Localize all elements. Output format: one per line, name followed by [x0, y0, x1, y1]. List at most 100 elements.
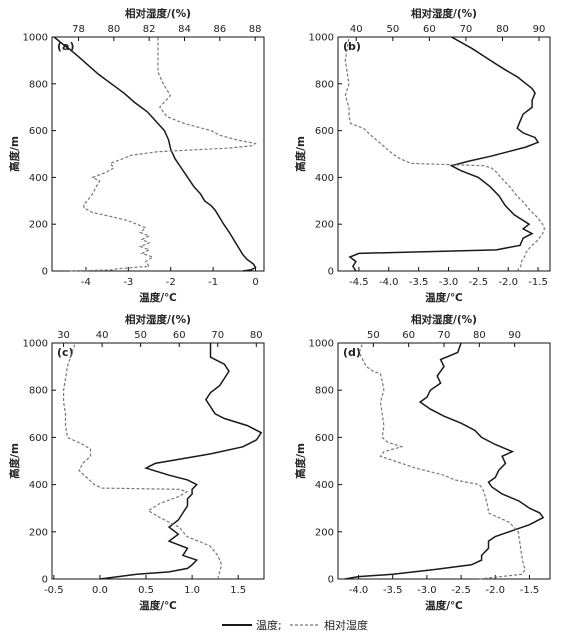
x2-tick-label: 88: [249, 24, 262, 35]
x2-tick-label: 60: [173, 330, 186, 341]
temperature-series-line: [99, 343, 263, 580]
y-tick-label: 800: [315, 79, 334, 90]
x2-tick-label: 30: [57, 330, 70, 341]
x2-tick-label: 80: [496, 24, 509, 35]
x-tick-label: -3: [123, 277, 133, 288]
x-tick-label: -2.0: [498, 277, 518, 288]
x-tick-label: -3.5: [409, 277, 429, 288]
x2-tick-label: 80: [107, 24, 120, 35]
y-axis-title: 高度/m: [294, 136, 307, 172]
x-tick-label: -2.5: [469, 277, 489, 288]
y-tick-label: 0: [42, 575, 48, 586]
plot-frame: [51, 342, 265, 580]
y-tick-label: 0: [42, 267, 48, 278]
temperature-series-line: [344, 342, 545, 580]
y-tick-label: 200: [29, 527, 48, 538]
x2-tick-label: 60: [402, 330, 415, 341]
x-tick-label: -4.0: [379, 277, 399, 288]
y-tick-label: 600: [29, 433, 48, 444]
x2-axis-title: 相对湿度/(%): [125, 313, 191, 326]
x2-tick-label: 90: [508, 330, 521, 341]
x-tick-label: -0.5: [44, 585, 64, 596]
x2-tick-label: 86: [213, 24, 226, 35]
x2-tick-label: 82: [143, 24, 156, 35]
x-tick-label: -4: [81, 277, 91, 288]
x-tick-label: 1.5: [230, 585, 246, 596]
temperature-series-line: [53, 36, 257, 272]
x-tick-label: -4.5: [349, 277, 369, 288]
x-tick-label: -3.5: [383, 585, 403, 596]
x2-tick-label: 80: [250, 330, 263, 341]
legend: 温度; 相对湿度: [222, 618, 368, 632]
x2-tick-label: 70: [211, 330, 224, 341]
x-axis-title: 温度/℃: [139, 291, 177, 304]
y-axis-title: 高度/m: [294, 443, 307, 479]
x-tick-label: -3.0: [417, 585, 437, 596]
y-tick-label: 1000: [309, 339, 334, 350]
x2-tick-label: 90: [533, 24, 546, 35]
x-axis-title: 温度/℃: [425, 599, 463, 612]
panel-1: 0 200 400 600 800 1000 -4 -3 -2 -1 0 78 80 82 84 86 88 温度…: [8, 7, 265, 304]
y-tick-label: 200: [29, 220, 48, 231]
humidity-series-line: [358, 342, 526, 580]
y-tick-label: 1000: [309, 33, 334, 44]
y-tick-label: 600: [315, 433, 334, 444]
legend-temperature-label: 温度;: [256, 618, 282, 632]
x-axis-title: 温度/℃: [139, 599, 177, 612]
x-tick-label: -1.5: [520, 585, 540, 596]
plot-frame: [337, 342, 551, 580]
y-tick-label: 400: [315, 480, 334, 491]
x2-axis-title: 相对湿度/(%): [411, 313, 477, 326]
x2-tick-label: 50: [386, 24, 399, 35]
x2-tick-label: 80: [473, 330, 486, 341]
x2-tick-label: 50: [134, 330, 147, 341]
y-tick-label: 1000: [23, 33, 48, 44]
y-tick-label: 800: [29, 79, 48, 90]
y-tick-label: 200: [315, 527, 334, 538]
x2-tick-label: 60: [423, 24, 436, 35]
x-tick-label: -4.0: [349, 585, 369, 596]
x2-tick-label: 40: [350, 24, 363, 35]
x-tick-label: -2.0: [486, 585, 506, 596]
x2-axis-title: 相对湿度/(%): [411, 7, 477, 20]
panel-2: 0 200 400 600 800 1000 -4.5 -4.0 -3.5 -3.0 -2.5 -2.…: [294, 7, 551, 304]
x2-tick-label: 40: [96, 330, 109, 341]
panel-4: 0 200 400 600 800 1000 -4.0 -3.5 -3.0 -2.5 -2.0 -1.…: [294, 313, 551, 612]
y-tick-label: 400: [29, 480, 48, 491]
legend-humidity-label: 相对湿度: [324, 618, 368, 632]
x-tick-label: -1: [208, 277, 218, 288]
humidity-series-line: [344, 36, 546, 272]
humidity-series-line: [63, 342, 223, 580]
x-tick-label: -3.0: [439, 277, 459, 288]
x-tick-label: -1.5: [528, 277, 548, 288]
panel-label: (d): [343, 346, 361, 359]
x2-tick-label: 78: [72, 24, 85, 35]
x-tick-label: 0.0: [92, 585, 108, 596]
y-tick-label: 600: [29, 126, 48, 137]
x-tick-label: 0.5: [138, 585, 154, 596]
x-tick-label: 1.0: [184, 585, 200, 596]
x-axis-title: 温度/℃: [425, 291, 463, 304]
y-tick-label: 400: [29, 173, 48, 184]
plot-frame: [337, 36, 551, 272]
y-tick-label: 800: [29, 386, 48, 397]
panel-label: (c): [57, 346, 74, 359]
x-tick-label: -2: [166, 277, 176, 288]
y-tick-label: 0: [328, 575, 334, 586]
y-tick-label: 400: [315, 173, 334, 184]
x2-tick-label: 70: [460, 24, 473, 35]
x2-tick-label: 50: [367, 330, 380, 341]
panel-label: (b): [343, 40, 361, 53]
panel-3: 0 200 400 600 800 1000 -0.5 0.0 0.5 1.0 1.5 30 40 50 6…: [8, 313, 265, 612]
x-tick-label: 0: [252, 277, 258, 288]
x2-tick-label: 70: [438, 330, 451, 341]
x-tick-label: -2.5: [451, 585, 471, 596]
y-axis-title: 高度/m: [8, 136, 21, 172]
y-tick-label: 200: [315, 220, 334, 231]
x2-tick-label: 84: [178, 24, 191, 35]
y-tick-label: 1000: [23, 339, 48, 350]
y-tick-label: 0: [328, 267, 334, 278]
x2-axis-title: 相对湿度/(%): [125, 7, 191, 20]
